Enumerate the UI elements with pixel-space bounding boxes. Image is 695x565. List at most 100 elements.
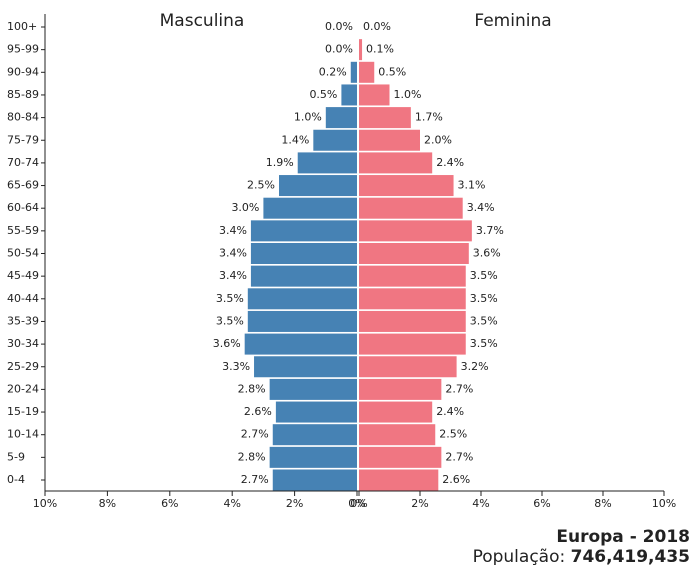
y-tick-label: 85-89 <box>7 88 39 101</box>
bar <box>359 220 472 242</box>
x-tick-label: 4% <box>223 497 240 510</box>
value-label: 0.0% <box>363 20 391 33</box>
y-tick-label: 5-9 <box>7 450 25 463</box>
bar <box>359 197 463 219</box>
value-label: 2.4% <box>436 156 464 169</box>
bar <box>359 378 442 400</box>
value-label: 2.8% <box>238 450 266 463</box>
value-label: 3.0% <box>231 201 259 214</box>
bar <box>359 446 442 468</box>
value-label: 3.4% <box>467 201 495 214</box>
value-label: 3.4% <box>219 247 247 260</box>
y-tick-label: 15-19 <box>7 405 39 418</box>
bar <box>250 243 357 264</box>
bar <box>359 401 433 423</box>
bar <box>359 469 439 491</box>
value-label: 3.5% <box>470 292 498 305</box>
bar <box>313 129 357 151</box>
bar <box>279 175 357 197</box>
value-label: 0.0% <box>325 20 353 33</box>
bar <box>250 220 357 242</box>
x-tick-label: 2% <box>286 497 303 510</box>
bar <box>359 265 466 287</box>
y-tick-label: 25-29 <box>7 360 39 373</box>
value-label: 3.3% <box>222 360 250 373</box>
x-tick-label: 0% <box>348 497 365 510</box>
value-label: 2.0% <box>424 133 452 146</box>
x-tick-label: 8% <box>99 497 116 510</box>
bar <box>297 152 357 174</box>
value-label: 0.5% <box>378 65 406 78</box>
y-tick-label: 45-49 <box>7 269 39 282</box>
bar <box>247 310 357 332</box>
value-label: 3.4% <box>219 269 247 282</box>
value-label: 2.4% <box>436 405 464 418</box>
series-title: Feminina <box>474 11 551 31</box>
value-label: 2.7% <box>241 473 269 486</box>
value-label: 1.0% <box>294 111 322 124</box>
y-tick-label: 30-34 <box>7 337 39 350</box>
bar <box>350 61 357 83</box>
value-label: 2.7% <box>241 428 269 441</box>
y-tick-label: 35-39 <box>7 314 39 327</box>
bar <box>359 39 363 61</box>
y-tick-label: 50-54 <box>7 247 39 260</box>
bar <box>359 288 466 310</box>
x-tick-label: 8% <box>594 497 611 510</box>
y-tick-label: 40-44 <box>7 292 39 305</box>
value-label: 2.5% <box>247 179 275 192</box>
bar <box>359 152 433 174</box>
bar <box>247 288 357 310</box>
bar <box>359 61 375 83</box>
x-tick-label: 10% <box>33 497 57 510</box>
y-tick-label: 10-14 <box>7 428 39 441</box>
population: População: 746,419,435 <box>473 547 690 565</box>
value-label: 3.4% <box>219 224 247 237</box>
bar <box>359 243 469 264</box>
value-label: 2.6% <box>244 405 272 418</box>
x-tick-label: 4% <box>472 497 489 510</box>
value-label: 3.2% <box>461 360 489 373</box>
value-label: 3.5% <box>470 337 498 350</box>
bar <box>254 356 357 378</box>
bar <box>359 129 420 151</box>
bar <box>250 265 357 287</box>
x-tick-label: 6% <box>533 497 550 510</box>
x-tick-label: 6% <box>161 497 178 510</box>
bar <box>359 356 457 378</box>
y-tick-label: 95-99 <box>7 43 39 56</box>
y-tick-label: 0-4 <box>7 473 25 486</box>
bar <box>359 333 466 355</box>
bar <box>359 310 466 332</box>
bar <box>269 378 357 400</box>
y-tick-label: 55-59 <box>7 224 39 237</box>
value-label: 0.1% <box>366 43 394 56</box>
y-tick-label: 90-94 <box>7 65 39 78</box>
bar <box>359 107 411 129</box>
bar <box>272 469 357 491</box>
value-label: 3.6% <box>473 247 501 260</box>
bar <box>275 401 357 423</box>
value-label: 3.1% <box>458 179 486 192</box>
bar <box>272 424 357 446</box>
bar <box>341 84 357 106</box>
population-value: 746,419,435 <box>571 547 690 565</box>
value-label: 3.6% <box>213 337 241 350</box>
value-label: 2.7% <box>445 450 473 463</box>
value-label: 3.5% <box>216 314 244 327</box>
value-label: 2.8% <box>238 382 266 395</box>
bar <box>269 446 357 468</box>
value-label: 3.5% <box>470 269 498 282</box>
y-tick-label: 80-84 <box>7 111 39 124</box>
value-label: 3.5% <box>216 292 244 305</box>
value-label: 1.7% <box>415 111 443 124</box>
bar <box>325 107 357 129</box>
value-label: 2.5% <box>439 428 467 441</box>
y-tick-label: 100+ <box>7 20 37 33</box>
y-tick-label: 65-69 <box>7 179 39 192</box>
x-tick-label: 2% <box>411 497 428 510</box>
value-label: 3.5% <box>470 314 498 327</box>
value-label: 0.5% <box>309 88 337 101</box>
